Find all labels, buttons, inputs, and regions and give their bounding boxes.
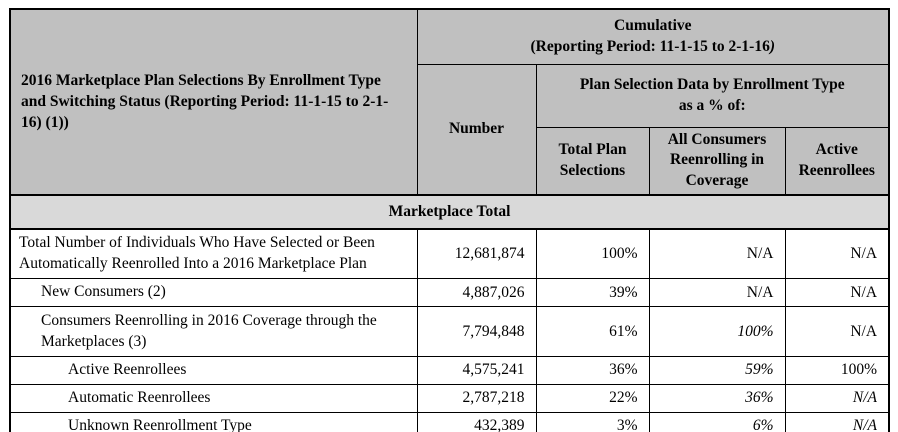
number-cell: 4,575,241: [416, 356, 537, 385]
all-pct-cell: 100%: [648, 306, 786, 358]
cumulative-line2: (Reporting Period: 11-1-15 to 2-1-16: [530, 37, 770, 55]
column-header-all-consumers-reenrolling: All Consumers Reenrolling in Coverage: [648, 126, 786, 197]
cumulative-header-cell: Cumulative (Reporting Period: 11-1-15 to…: [416, 8, 890, 65]
number-cell: 7,794,848: [416, 306, 537, 358]
column-group-header: Plan Selection Data by Enrollment Type a…: [535, 63, 890, 128]
all-pct-cell: N/A: [648, 228, 786, 280]
group-header-line1: Plan Selection Data by Enrollment Type: [579, 75, 845, 93]
column-header-number: Number: [416, 63, 537, 196]
table-row: New Consumers (2) 4,887,026 39% N/A N/A: [9, 278, 890, 308]
row-label: Unknown Reenrollment Type: [9, 411, 418, 432]
column-header-active-reenrollees: Active Reenrollees: [784, 126, 890, 197]
total-pct-cell: 39%: [535, 278, 650, 308]
active-pct-cell: N/A: [784, 306, 890, 358]
table-row: Total Number of Individuals Who Have Sel…: [9, 228, 890, 280]
total-pct-cell: 3%: [535, 411, 650, 432]
row-label: Total Number of Individuals Who Have Sel…: [9, 228, 418, 280]
row-label: Automatic Reenrollees: [9, 383, 418, 413]
table-title-cell: 2016 Marketplace Plan Selections By Enro…: [9, 8, 418, 196]
total-pct-cell: 36%: [535, 356, 650, 385]
number-cell: 4,887,026: [416, 278, 537, 308]
total-pct-cell: 100%: [535, 228, 650, 280]
marketplace-plan-selections-table: 2016 Marketplace Plan Selections By Enro…: [9, 8, 891, 432]
number-cell: 432,389: [416, 411, 537, 432]
active-pct-cell: N/A: [784, 411, 890, 432]
all-pct-cell: 6%: [648, 411, 786, 432]
active-pct-cell: 100%: [784, 356, 890, 385]
section-header-marketplace-total: Marketplace Total: [9, 194, 890, 231]
row-label: Consumers Reenrolling in 2016 Coverage t…: [9, 306, 418, 358]
row-label: New Consumers (2): [9, 278, 418, 308]
table-row: Active Reenrollees 4,575,241 36% 59% 100…: [9, 356, 890, 385]
total-pct-cell: 22%: [535, 383, 650, 413]
row-label: Active Reenrollees: [9, 356, 418, 385]
all-pct-cell: 36%: [648, 383, 786, 413]
active-pct-cell: N/A: [784, 228, 890, 280]
total-pct-cell: 61%: [535, 306, 650, 358]
table-row: Automatic Reenrollees 2,787,218 22% 36% …: [9, 383, 890, 413]
active-pct-cell: N/A: [784, 278, 890, 308]
column-header-total-plan-selections: Total Plan Selections: [535, 126, 650, 197]
active-pct-cell: N/A: [784, 383, 890, 413]
table-row: Unknown Reenrollment Type 432,389 3% 6% …: [9, 411, 890, 432]
all-pct-cell: N/A: [648, 278, 786, 308]
number-cell: 12,681,874: [416, 228, 537, 280]
cumulative-line1: Cumulative: [614, 16, 692, 34]
number-cell: 2,787,218: [416, 383, 537, 413]
group-header-line2: as a % of:: [678, 96, 746, 114]
all-pct-cell: 59%: [648, 356, 786, 385]
cumulative-line2-close: ): [769, 37, 776, 55]
table-row: Consumers Reenrolling in 2016 Coverage t…: [9, 306, 890, 358]
